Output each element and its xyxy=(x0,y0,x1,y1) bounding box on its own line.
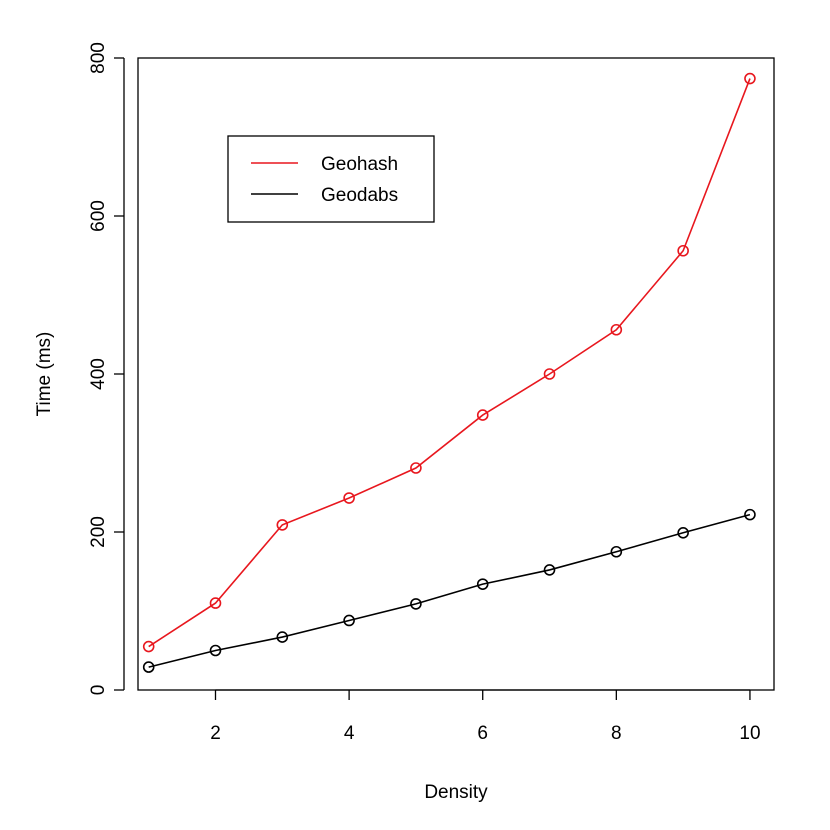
data-point xyxy=(410,462,422,474)
data-point xyxy=(610,545,623,558)
data-point xyxy=(476,578,489,590)
data-point xyxy=(677,526,689,539)
axes: 2 4 6 8 10 0 200 400 600 800 Density Time (ms) xyxy=(34,42,775,803)
series-line xyxy=(148,513,751,668)
y-tick-label: 400 xyxy=(88,358,109,390)
y-axis-title: Time (ms) xyxy=(34,332,55,417)
x-tick-label: 4 xyxy=(344,723,355,744)
data-point xyxy=(276,519,289,531)
y-tick-label: 800 xyxy=(88,42,109,74)
series-line xyxy=(148,78,751,648)
y-tick-label: 0 xyxy=(88,685,109,696)
series-geohash xyxy=(142,72,756,653)
data-point xyxy=(744,508,756,521)
x-tick-label: 6 xyxy=(477,723,488,744)
legend: Geohash Geodabs xyxy=(227,135,435,223)
data-point xyxy=(476,409,489,421)
x-axis-title: Density xyxy=(424,782,488,803)
y-tick-label: 200 xyxy=(88,516,109,548)
data-point xyxy=(543,368,556,380)
y-tick-label: 600 xyxy=(88,200,109,232)
data-point xyxy=(209,597,222,609)
data-point xyxy=(343,614,355,627)
series-geodabs xyxy=(142,508,756,673)
data-point xyxy=(677,244,689,257)
legend-label: Geodabs xyxy=(321,185,398,206)
data-point xyxy=(209,644,222,657)
data-point xyxy=(610,323,623,336)
legend-label: Geohash xyxy=(321,154,398,175)
data-point xyxy=(410,598,422,610)
data-point xyxy=(142,661,155,673)
x-tick-label: 2 xyxy=(210,723,221,744)
x-tick-label: 8 xyxy=(611,723,622,744)
series-layer xyxy=(142,72,756,673)
legend-box xyxy=(227,135,435,223)
data-point xyxy=(276,631,289,643)
data-point xyxy=(744,72,756,85)
data-point xyxy=(343,492,355,504)
data-point xyxy=(543,564,556,576)
data-point xyxy=(142,640,155,653)
x-tick-label: 10 xyxy=(739,723,760,744)
